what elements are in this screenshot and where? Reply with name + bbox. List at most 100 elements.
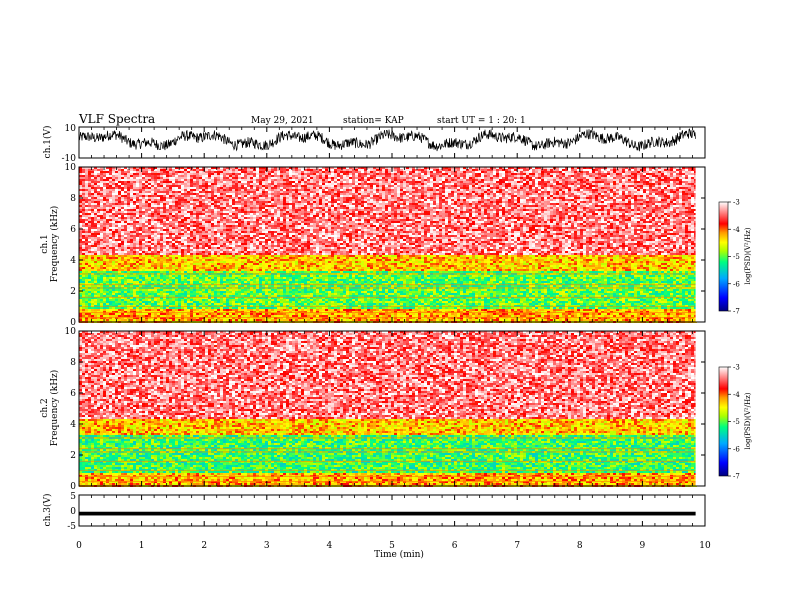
spectrogram-cell — [118, 183, 121, 185]
spectrogram-cell — [118, 187, 121, 189]
spectrogram-cell — [118, 285, 121, 287]
spectrogram-cell — [82, 241, 85, 243]
spectrogram-cell — [118, 253, 121, 255]
spectrogram-cell — [109, 279, 112, 281]
spectrogram-cell — [97, 309, 100, 311]
spectrogram-cell — [103, 251, 106, 253]
spectrogram-cell — [91, 215, 94, 217]
spectrogram-cell — [82, 279, 85, 281]
spectrogram-cell — [106, 253, 109, 255]
spectrogram-cell — [91, 237, 94, 239]
spectrogram-cell — [106, 193, 109, 195]
spectrogram-cell — [103, 319, 106, 321]
spectrogram-cell — [106, 213, 109, 215]
spectrogram-cell — [103, 293, 106, 295]
spectrogram-cell — [109, 245, 112, 247]
spectrogram-cell — [106, 177, 109, 179]
spectrogram-cell — [118, 217, 121, 219]
spectrogram-cell — [88, 187, 91, 189]
spectrogram-cell — [100, 177, 103, 179]
spectrogram-cell — [118, 241, 121, 243]
spectrogram-cell — [106, 237, 109, 239]
spectrogram-cell — [121, 243, 124, 245]
spectrogram-cell — [88, 261, 91, 263]
spectrogram-cell — [88, 275, 91, 277]
spectrogram-cell — [118, 295, 121, 297]
spectrogram-cell — [124, 187, 127, 189]
spectrogram-cell — [121, 281, 124, 283]
spectrogram-cell — [115, 227, 118, 229]
spectrogram-cell — [124, 205, 127, 207]
spectrogram-cell — [97, 299, 100, 301]
spectrogram-cell — [88, 243, 91, 245]
spectrogram-cell — [91, 293, 94, 295]
spectrogram-cell — [118, 303, 121, 305]
spectrogram-cell — [121, 215, 124, 217]
spectrogram-cell — [115, 289, 118, 291]
spectrogram-cell — [109, 197, 112, 199]
spectrogram-cell — [82, 245, 85, 247]
spectrogram-cell — [103, 307, 106, 309]
spectrogram-cell — [97, 281, 100, 283]
spectrogram-cell — [94, 265, 97, 267]
spectrogram-cell — [88, 263, 91, 265]
spectrogram-cell — [106, 307, 109, 309]
spectrogram-cell — [112, 211, 115, 213]
spectrogram-cell — [121, 175, 124, 177]
spectrogram-cell — [109, 277, 112, 279]
spectrogram-cell — [121, 299, 124, 301]
spectrogram-cell — [82, 219, 85, 221]
spectrogram-cell — [103, 195, 106, 197]
spectrogram-cell — [88, 209, 91, 211]
spectrogram-cell — [97, 275, 100, 277]
spectrogram-cell — [94, 301, 97, 303]
spectrogram-cell — [88, 175, 91, 177]
spectrogram-cell — [88, 177, 91, 179]
spectrogram-cell — [94, 171, 97, 173]
spectrogram-cell — [109, 225, 112, 227]
spectrogram-cell — [127, 213, 130, 215]
spectrogram-cell — [97, 253, 100, 255]
spectrogram-cell — [124, 277, 127, 279]
spectrogram-cell — [112, 225, 115, 227]
spectrogram-cell — [121, 233, 124, 235]
spectrogram-cell — [82, 239, 85, 241]
spectrogram-cell — [106, 199, 109, 201]
spectrogram-cell — [94, 281, 97, 283]
spectrogram-cell — [97, 197, 100, 199]
spectrogram-cell — [91, 177, 94, 179]
spectrogram-cell — [106, 179, 109, 181]
spectrogram-cell — [97, 213, 100, 215]
spectrogram-cell — [118, 259, 121, 261]
vlf-figure: VLF Spectra May 29, 2021 station= KAP st… — [0, 0, 792, 612]
spectrogram-cell — [94, 289, 97, 291]
spectrogram-cell — [88, 249, 91, 251]
spectrogram-cell — [121, 227, 124, 229]
spectrogram-cell — [121, 285, 124, 287]
spectrogram-cell — [124, 295, 127, 297]
spectrogram-cell — [91, 197, 94, 199]
spectrogram-cell — [106, 233, 109, 235]
spectrogram-cell — [118, 207, 121, 209]
spectrogram-cell — [112, 263, 115, 265]
spectrogram-cell — [85, 203, 88, 205]
spectrogram-cell — [112, 207, 115, 209]
spectrogram-cell — [115, 315, 118, 317]
spectrogram-cell — [97, 243, 100, 245]
spectrogram-cell — [94, 199, 97, 201]
spectrogram-cell — [115, 179, 118, 181]
spectrogram-cell — [118, 181, 121, 183]
spectrogram-cell — [88, 255, 91, 257]
spectrogram-cell — [109, 243, 112, 245]
spectrogram-cell — [121, 183, 124, 185]
spectrogram-cell — [100, 271, 103, 273]
spectrogram-cell — [109, 239, 112, 241]
spectrogram-cell — [85, 227, 88, 229]
spectrogram-cell — [121, 315, 124, 317]
spectrogram-cell — [106, 185, 109, 187]
spectrogram-cell — [97, 225, 100, 227]
spectrogram-cell — [103, 241, 106, 243]
spectrogram-cell — [94, 293, 97, 295]
spectrogram-cell — [112, 197, 115, 199]
spectrogram-cell — [85, 221, 88, 223]
